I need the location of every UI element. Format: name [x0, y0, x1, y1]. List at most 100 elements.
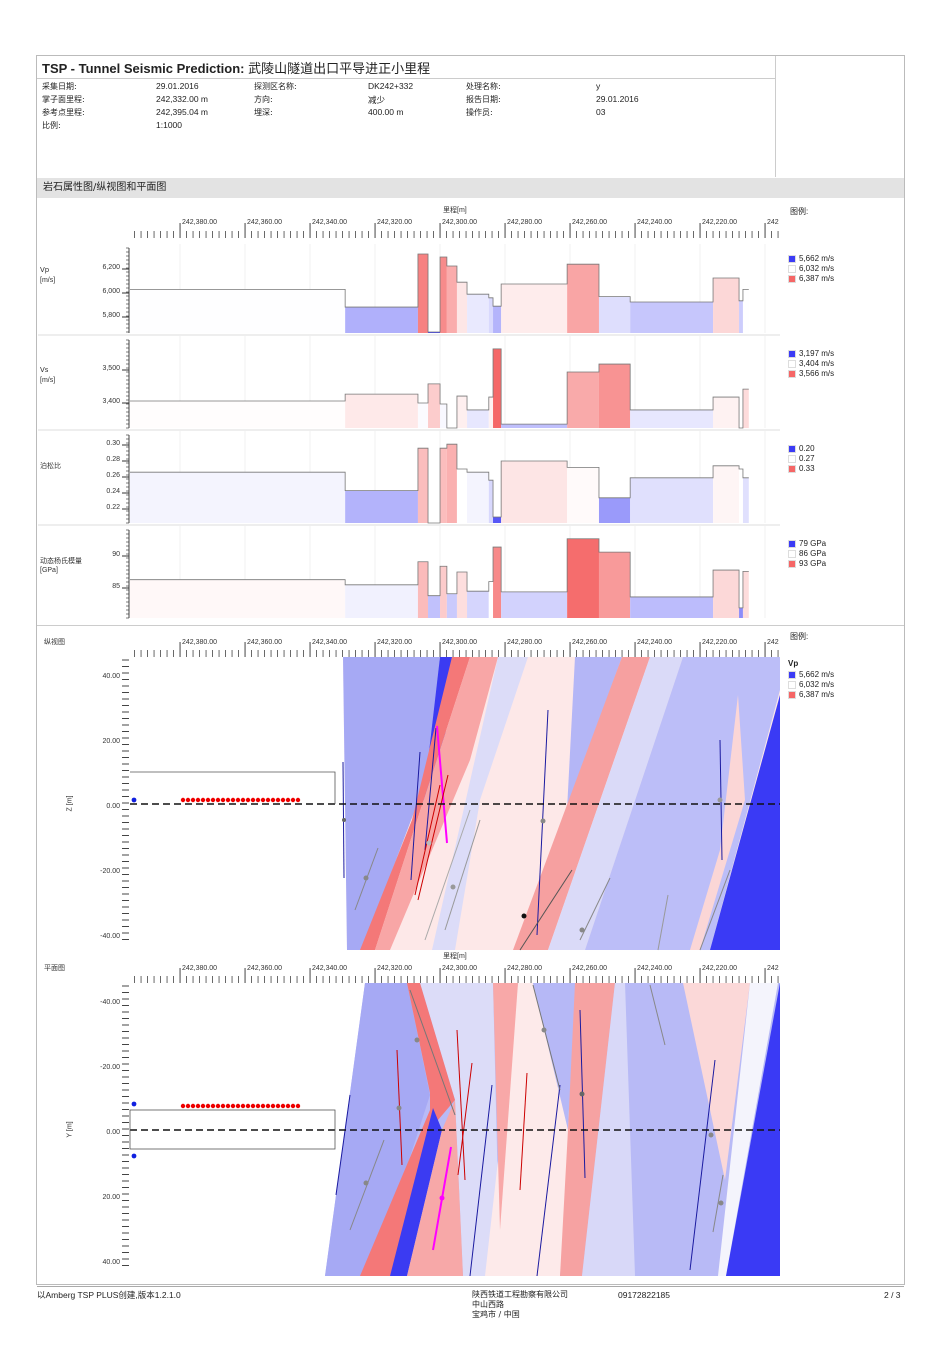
- page-number: 2 / 3: [884, 1290, 901, 1300]
- value-outline: [130, 443, 749, 524]
- bar-vs-6: [456, 396, 468, 428]
- bar-young-5: [446, 593, 457, 618]
- bar-young-11: [567, 538, 599, 618]
- bar-young-0: [130, 579, 346, 618]
- panel-label-vs: Vs: [40, 366, 49, 374]
- title-en: TSP - Tunnel Seismic Prediction:: [42, 61, 245, 76]
- shot-point: [185, 1103, 191, 1109]
- field-label: 处理名称:: [466, 82, 501, 91]
- bar-vp-7: [467, 294, 489, 333]
- y-tick-label: 20.00: [102, 738, 120, 745]
- y-tick-label: 0.26: [106, 472, 120, 479]
- shot-point: [220, 1103, 226, 1109]
- axis-tick-label: 242,280.00: [507, 219, 543, 226]
- axis-tick-label: 242,320.00: [377, 639, 413, 646]
- field-value: 242,395.04 m: [156, 107, 208, 117]
- shot-point: [290, 797, 296, 803]
- axis-tick-label: 242,380.00: [182, 639, 218, 646]
- bar-young-13: [630, 596, 714, 618]
- shot-point: [210, 797, 216, 803]
- axis-tick-label: 242,220.00: [702, 219, 738, 226]
- bar-young-10: [501, 591, 568, 618]
- legend-label: 3,566 m/s: [799, 369, 835, 378]
- legend-label: 0.33: [799, 464, 815, 473]
- shot-point: [295, 1103, 301, 1109]
- shot-point: [220, 797, 226, 803]
- bar-young-16: [742, 571, 749, 618]
- field-label: 采集日期:: [42, 82, 77, 91]
- bar-vs-3: [428, 383, 441, 428]
- shot-point: [230, 1103, 236, 1109]
- company-name: 陕西铁道工程勘察有限公司: [472, 1290, 568, 1299]
- bar-poisson-8: [488, 480, 494, 523]
- y-tick-label: 0.30: [106, 440, 120, 447]
- bar-vs-2: [417, 403, 429, 428]
- legend-label: 86 GPa: [799, 549, 827, 558]
- y-tick-label: 5,800: [102, 312, 120, 319]
- field-label: 探测区名称:: [254, 82, 297, 91]
- company-street: 中山西路: [472, 1300, 504, 1309]
- legend-item: 3,566 m/s: [788, 369, 834, 378]
- shot-point: [245, 797, 251, 803]
- legend-item: 0.27: [788, 454, 815, 463]
- field-value: 400.00 m: [368, 107, 404, 117]
- divider: [37, 78, 775, 79]
- axis-tick-label: 242,380.00: [182, 965, 218, 972]
- y-tick-label: -40.00: [100, 999, 120, 1006]
- y-tick-label: 20.00: [102, 1194, 120, 1201]
- bar-vs-7: [467, 409, 489, 428]
- shot-points: [131, 1101, 301, 1159]
- shot-point: [235, 1103, 241, 1109]
- shot-point: [260, 797, 266, 803]
- panel-label-vp: Vp: [40, 266, 50, 274]
- axis-tick-label: 242,260.00: [572, 219, 608, 226]
- legend-item: 6,387 m/s: [788, 274, 834, 283]
- y-tick-label: 0.24: [106, 488, 120, 495]
- field-value: 29.01.2016: [596, 94, 639, 104]
- panel-unit-vp: [m/s]: [40, 277, 56, 284]
- bar-young-1: [345, 584, 418, 618]
- shot-point: [205, 1103, 211, 1109]
- field-value: 03: [596, 107, 606, 117]
- axis-tick-label: 242,300.00: [442, 639, 478, 646]
- bar-poisson-11: [567, 467, 599, 523]
- bar-poisson-14: [713, 465, 740, 523]
- tunnel-outline: [130, 771, 336, 804]
- bar-vp-4: [440, 257, 447, 333]
- shot-point: [200, 797, 206, 803]
- value-outline: [130, 348, 749, 429]
- y-tick-label: 40.00: [102, 1259, 120, 1266]
- value-outline: [130, 538, 749, 609]
- axis-tick-label: 242,280.00: [507, 639, 543, 646]
- shot-point: [280, 797, 286, 803]
- legend-item: 0.20: [788, 444, 815, 453]
- bar-poisson-7: [467, 472, 489, 523]
- field-label: 比例:: [42, 121, 61, 130]
- side-view-reflectors: [342, 709, 731, 951]
- bar-poisson-2: [417, 448, 429, 523]
- bar-vs-4: [440, 403, 447, 428]
- axis-tick-label: 242,260.00: [572, 639, 608, 646]
- legend-label: 0.20: [799, 444, 815, 453]
- bar-vp-1: [345, 307, 418, 333]
- axis-tick-label: 242: [767, 965, 779, 972]
- axis-tick-label: 242,340.00: [312, 965, 348, 972]
- bar-vs-9: [493, 348, 502, 428]
- axis-label: 里程[m]: [443, 207, 467, 214]
- axis-tick-label: 242,220.00: [702, 639, 738, 646]
- bar-vp-9: [493, 306, 502, 333]
- value-outline: [130, 253, 749, 333]
- legend-label: 93 GPa: [799, 559, 827, 568]
- legend-swatch: [788, 274, 796, 283]
- panel-label-poisson: 泊松比: [40, 462, 61, 470]
- footer-phone: 09172822185: [618, 1290, 671, 1300]
- bar-vs-10: [501, 424, 568, 428]
- shot-point: [180, 797, 186, 803]
- legend-swatch: [788, 454, 796, 463]
- shot-point: [250, 797, 256, 803]
- y-tick-label: -20.00: [100, 868, 120, 875]
- field-label: 操作员:: [466, 108, 493, 117]
- divider: [775, 56, 776, 177]
- shot-point: [285, 797, 291, 803]
